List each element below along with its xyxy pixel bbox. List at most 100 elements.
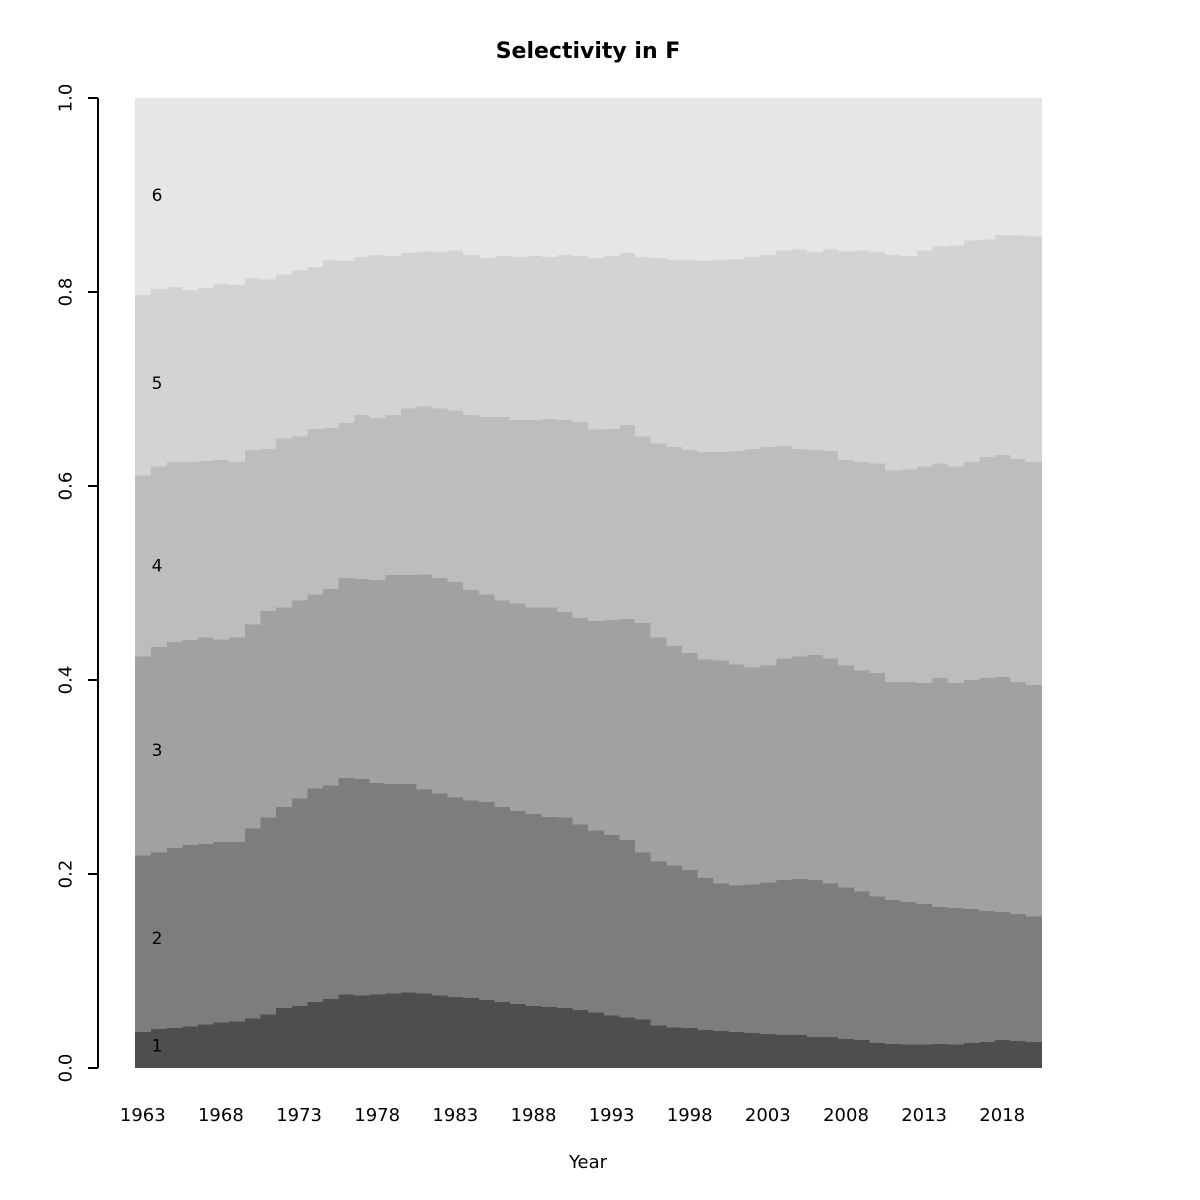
bar-segment-age-3 — [869, 673, 886, 897]
bar-segment-age-1 — [947, 1044, 964, 1068]
bar-segment-age-3 — [369, 580, 386, 783]
bar-segment-age-2 — [181, 844, 199, 1027]
bar-segment-age-1 — [135, 1032, 152, 1068]
x-tick-label: 1988 — [511, 1105, 557, 1126]
bar-segment-age-3 — [556, 612, 574, 818]
bar-segment-age-4 — [385, 415, 402, 576]
bar-segment-age-1 — [431, 995, 449, 1068]
bar-segment-age-6 — [385, 98, 402, 257]
bar-segment-age-4 — [541, 419, 558, 608]
bar-segment-age-1 — [572, 1009, 589, 1068]
bar-segment-age-2 — [838, 887, 855, 1039]
bar-segment-age-5 — [588, 258, 605, 430]
bar-segment-age-3 — [306, 594, 324, 789]
bar-segment-age-4 — [697, 452, 714, 660]
bar-segment-age-3 — [1010, 681, 1027, 914]
bar-segment-age-2 — [291, 798, 308, 1006]
bar-segment-age-2 — [572, 824, 589, 1010]
bar-segment-age-5 — [244, 278, 261, 451]
bar-segment-age-2 — [588, 830, 605, 1013]
bar-segment-age-1 — [275, 1007, 292, 1068]
bar-segment-age-4 — [197, 460, 214, 638]
bar-segment-age-2 — [556, 817, 574, 1008]
bar-segment-age-1 — [1025, 1041, 1042, 1068]
bar-segment-age-2 — [541, 816, 558, 1007]
bar-segment-age-1 — [900, 1044, 917, 1068]
bar-segment-age-2 — [775, 879, 792, 1036]
bar-segment-age-2 — [463, 800, 480, 999]
bar-segment-age-1 — [447, 997, 464, 1068]
bar-segment-age-2 — [353, 778, 370, 996]
x-tick-label: 2013 — [901, 1105, 947, 1126]
bar-segment-age-6 — [650, 98, 667, 259]
bar-segment-age-6 — [588, 98, 605, 259]
bar-segment-age-5 — [510, 257, 527, 421]
bar-segment-age-3 — [463, 589, 480, 801]
bar-segment-age-2 — [619, 840, 636, 1018]
bar-segment-age-5 — [838, 251, 855, 460]
bar-segment-age-5 — [463, 255, 480, 416]
bar-segment-age-3 — [385, 575, 402, 784]
bar-segment-age-2 — [650, 861, 667, 1026]
bar-segment-age-2 — [338, 777, 355, 995]
bar-segment-age-6 — [541, 98, 558, 258]
bar-segment-age-4 — [635, 436, 652, 623]
bar-segment-age-1 — [838, 1038, 855, 1068]
bar-segment-age-5 — [166, 287, 183, 462]
bar-segment-age-3 — [947, 682, 964, 908]
bar-segment-age-6 — [135, 98, 152, 295]
bar-segment-age-2 — [431, 793, 449, 996]
bar-segment-age-2 — [510, 810, 527, 1004]
bar-segment-age-3 — [181, 640, 199, 845]
bar-segment-age-5 — [385, 256, 402, 416]
bar-segment-age-1 — [885, 1043, 902, 1068]
bar-segment-age-5 — [322, 259, 339, 428]
bar-segment-age-6 — [947, 98, 964, 246]
bar-segment-age-6 — [197, 98, 214, 289]
bar-segment-age-3 — [728, 664, 746, 886]
bar-segment-age-3 — [838, 665, 855, 888]
bar-segment-age-4 — [510, 420, 527, 604]
bar-segment-age-6 — [994, 98, 1011, 235]
bar-segment-age-4 — [525, 420, 542, 608]
bar-segment-age-3 — [275, 607, 292, 808]
bar-segment-age-1 — [525, 1005, 542, 1068]
bar-segment-age-1 — [806, 1036, 824, 1068]
bar-segment-age-1 — [588, 1012, 605, 1068]
bar-segment-age-2 — [978, 910, 996, 1042]
bar-segment-age-6 — [681, 98, 699, 260]
bar-segment-age-2 — [447, 797, 464, 998]
bar-segment-age-5 — [416, 251, 433, 407]
bar-segment-age-2 — [916, 904, 933, 1045]
bar-segment-age-6 — [931, 98, 949, 247]
bar-segment-age-5 — [681, 259, 699, 451]
bar-segment-age-4 — [213, 459, 230, 640]
bar-segment-age-5 — [275, 274, 292, 439]
bar-segment-age-4 — [275, 438, 292, 608]
bar-segment-age-2 — [150, 852, 167, 1030]
bar-segment-age-2 — [900, 902, 917, 1045]
bar-segment-age-2 — [791, 878, 808, 1036]
bar-segment-age-4 — [150, 466, 167, 648]
bar-segment-age-4 — [166, 461, 183, 643]
bar-segment-age-2 — [806, 879, 824, 1037]
bar-segment-age-4 — [1025, 461, 1042, 685]
bar-segment-age-6 — [666, 98, 683, 260]
bar-segment-age-3 — [635, 622, 652, 853]
bar-segment-age-2 — [166, 847, 183, 1029]
bar-segment-age-1 — [728, 1032, 746, 1068]
bar-segment-age-4 — [728, 451, 746, 665]
bar-segment-age-1 — [760, 1034, 777, 1068]
x-tick-label: 2018 — [979, 1105, 1025, 1126]
bar-segment-age-3 — [166, 642, 183, 848]
bar-segment-age-6 — [244, 98, 261, 279]
bar-segment-age-4 — [353, 415, 370, 580]
bar-segment-age-1 — [994, 1039, 1011, 1068]
bar-segment-age-5 — [541, 257, 558, 420]
bar-segment-age-6 — [791, 98, 808, 250]
y-tick-label: 0.8 — [56, 278, 77, 307]
bar-segment-age-5 — [228, 285, 245, 462]
bar-segment-age-1 — [213, 1022, 230, 1068]
bar-segment-age-2 — [931, 906, 949, 1044]
